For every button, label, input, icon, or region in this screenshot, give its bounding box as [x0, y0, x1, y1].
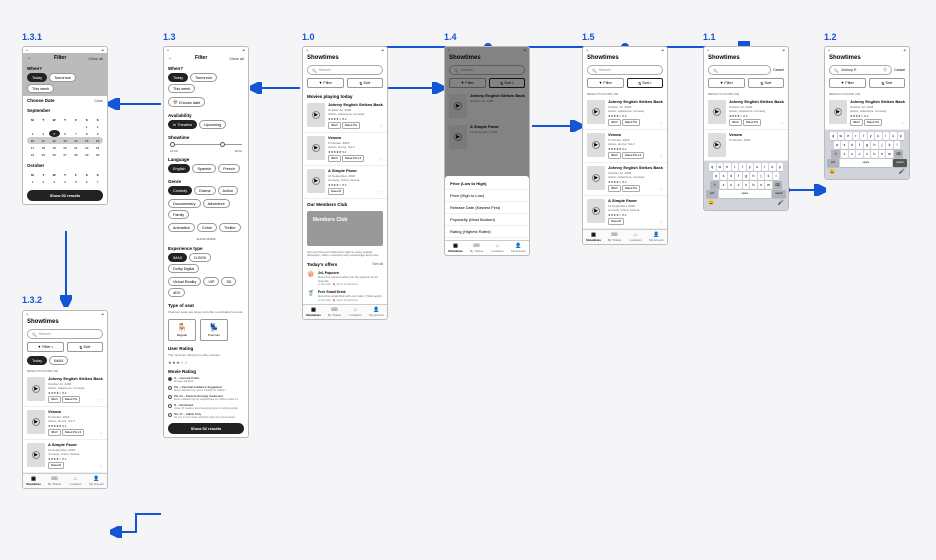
pill-today[interactable]: Today [168, 73, 188, 82]
cancel-link[interactable]: Cancel [894, 68, 905, 72]
rating-stars[interactable]: ★★★★★ [164, 359, 248, 366]
sort-option[interactable]: Rating (Highest Rated) [445, 226, 529, 238]
search-input[interactable]: 🔍Search [587, 65, 663, 75]
tab-tickets[interactable]: 🎟My Tickets [324, 305, 345, 319]
movie-card[interactable]: ▶ A Simple Favor 14 September, 2018 Come… [303, 166, 387, 199]
movie-card[interactable]: ▶ Johnny English Strikes Back October 12… [303, 100, 387, 133]
tab-locations[interactable]: ⌂Locations [345, 305, 366, 319]
when-label: When? [23, 63, 107, 72]
tab-tickets[interactable]: 🎟My Tickets [44, 474, 65, 488]
seat-premium[interactable]: 💺Premium [200, 319, 228, 341]
poster[interactable]: ▶ [27, 377, 45, 401]
pill-tomorrow[interactable]: Tomorrow [49, 73, 76, 82]
pill-week[interactable]: This week [27, 84, 54, 93]
pill-today[interactable]: Today [27, 73, 47, 82]
month-september: September [23, 105, 107, 114]
members-club-banner[interactable]: Members Club [307, 211, 383, 246]
screen-choose-date: ••◂▪ ← Filter Clear all When? Today Tomo… [22, 46, 108, 205]
show-results-button[interactable]: Show 52 results [168, 423, 244, 434]
screen-label: 1.4 [444, 32, 457, 42]
search-input[interactable]: 🔍Search [307, 65, 383, 75]
screen-search-results: ••◂▪ Showtimes 🔍Johnny Eⓧ Cancel ▼ Filte… [824, 46, 910, 180]
show-more-link[interactable]: SHOW MORE [164, 235, 248, 243]
sort-option[interactable]: Price (Low to High) [445, 178, 529, 190]
tab-bar: ▦Showtimes 🎟My Tickets ⌂Locations 👤My Ac… [23, 473, 107, 488]
sort-button[interactable]: ⇅ Sort [67, 342, 104, 352]
screen-label: 1.5 [582, 32, 595, 42]
movie-card[interactable]: ▶ Johnny English Strikes Back October 12… [583, 97, 667, 130]
page-title: Filter [54, 55, 66, 61]
tab-account[interactable]: 👤My Account [366, 305, 387, 319]
chip-today[interactable]: Today [27, 356, 47, 365]
clear-all-link[interactable]: Clear all [229, 56, 244, 61]
filter-header: ← Filter Clear all [23, 53, 107, 63]
page-title: Showtimes [27, 319, 59, 325]
time-slider[interactable] [170, 144, 242, 145]
back-icon[interactable]: ← [168, 55, 173, 61]
see-all-link[interactable]: See all [372, 262, 383, 266]
search-input[interactable]: 🔍x [708, 65, 771, 75]
show-results-button[interactable]: Show 52 results [27, 190, 103, 201]
screen-label: 1.3 [163, 32, 176, 42]
clear-all-link[interactable]: Clear all [88, 56, 103, 61]
screen-search-typing: ••◂▪ Showtimes 🔍x Cancel ▼ Filter ⇅ Sort… [703, 46, 789, 211]
radio-g[interactable]: G – General PublicAll ages admitted [164, 375, 248, 384]
choose-date-title: Choose Date [27, 98, 55, 103]
screen-filter: ••◂▪ ← Filter Clear all When? Today Tomo… [163, 46, 249, 438]
chip-imax[interactable]: IMAX [49, 356, 68, 365]
screen-label: 1.2 [824, 32, 837, 42]
movie-card[interactable]: ▶ Venom 5 October, 2018 Action, Horror, … [583, 130, 667, 163]
tab-showtimes[interactable]: ▦Showtimes [303, 305, 324, 319]
sort-option[interactable]: Release Date (Newest First) [445, 202, 529, 214]
sort-button[interactable]: ⇅ Sort [347, 78, 384, 88]
screen-sort-modal: ••◂▪ Showtimes 🔍Search ▼ Filter ⇅ Sort •… [444, 46, 530, 256]
movie-card[interactable]: ▶ Johnny English Strikes Back October 12… [583, 163, 667, 196]
calendar-october[interactable]: MTWTFSS 1234567 [23, 169, 107, 187]
keyboard[interactable]: qwertyuiop asdfghjkl ⇧ zxcvbnm ⌫ 123 spa… [704, 161, 788, 210]
calendar-september[interactable]: M T W T F S S 12 3456789 10111213141516 … [23, 114, 107, 160]
radio-pg[interactable]: PG – Parental Guidance SuggestedSome mat… [164, 384, 248, 393]
filter-button[interactable]: ▼ Filter [307, 78, 344, 88]
movie-card[interactable]: ▶ Johnny English Strikes Back October 12… [23, 374, 107, 407]
tab-account[interactable]: 👤My Account [86, 474, 107, 488]
screen-label: 1.3.1 [22, 32, 42, 42]
screen-filtered-showtimes: ••◂▪ Showtimes 🔍Search ▼ Filter • ⇅ Sort… [22, 310, 108, 489]
radio-r[interactable]: R – RestrictedUnder 17 requires accompan… [164, 402, 248, 411]
sort-option[interactable]: Price (High to Low) [445, 190, 529, 202]
choose-date-button[interactable]: 📅 Choose date [168, 97, 205, 107]
filter-button[interactable]: ▼ Filter • [27, 342, 64, 352]
sort-modal: Price (Low to High) Price (High to Low) … [445, 47, 529, 255]
month-october: October [23, 160, 107, 169]
heart-icon[interactable]: ♡ [99, 398, 103, 403]
screen-sorted: ••◂▪ Showtimes 🔍Search ▼ Filter ⇅ Sort •… [582, 46, 668, 245]
screen-showtimes-main: ••◂▪ Showtimes 🔍Search ▼ Filter ⇅ Sort M… [302, 46, 388, 320]
radio-nc17[interactable]: NC-17 – Adults OnlyNo one 17 and under a… [164, 411, 248, 420]
search-input[interactable]: 🔍Johnny Eⓧ [829, 65, 892, 75]
movie-card[interactable]: ▶ Venom 5 October, 2018 Action, Horror, … [23, 407, 107, 440]
filter-button[interactable]: ▼ Filter [587, 78, 624, 88]
back-icon[interactable]: ← [27, 55, 32, 61]
tab-locations[interactable]: ⌂Locations [65, 474, 86, 488]
close-link[interactable]: Close [94, 99, 103, 103]
search-input[interactable]: 🔍Search [27, 329, 103, 339]
tab-showtimes[interactable]: ▦Showtimes [23, 474, 44, 488]
movie-card[interactable]: ▶ A Simple Favor 14 September, 2018 Come… [23, 440, 107, 473]
offer-row[interactable]: 🍿 2x1 Popcorn Get a free popcorn when yo… [303, 269, 387, 289]
screen-label: 1.1 [703, 32, 716, 42]
offer-row[interactable]: 🥤 Free Small Drink Get a free small drin… [303, 288, 387, 304]
sort-option[interactable]: Popularity (Most Booked) [445, 214, 529, 226]
cancel-link[interactable]: Cancel [773, 68, 784, 72]
movie-card[interactable]: ▶ Venom 5 October, 2018 Action, Horror, … [303, 133, 387, 166]
seat-regular[interactable]: 🪑Regular [168, 319, 196, 341]
screen-label: 1.3.2 [22, 295, 42, 305]
screen-label: 1.0 [302, 32, 315, 42]
radio-pg13[interactable]: PG-13 – Parents Strongly CautionedSome m… [164, 393, 248, 402]
keyboard[interactable]: qwertyuiop asdfghjkl ⇧ zxcvbnm ⌫ 123 spa… [825, 130, 909, 179]
movie-card[interactable]: ▶ A Simple Favor 14 September, 2018 Come… [583, 196, 667, 229]
sort-button[interactable]: ⇅ Sort • [627, 78, 664, 88]
